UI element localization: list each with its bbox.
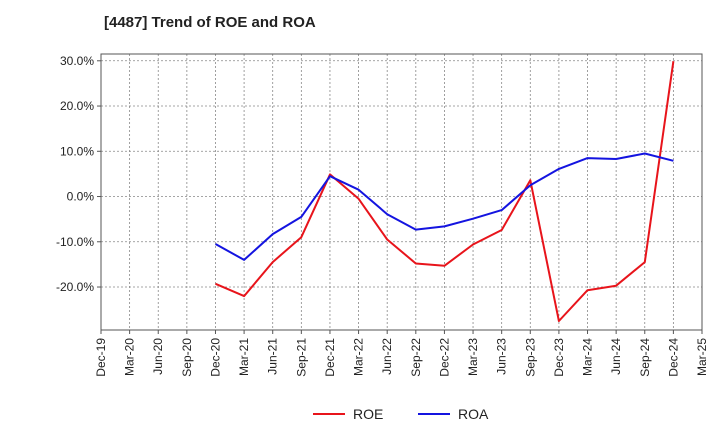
roa-legend-label: ROA [458,406,489,422]
x-tick-label: Mar-20 [123,338,137,376]
x-tick-label: Dec-23 [552,338,566,377]
x-tick-label: Jun-24 [609,338,623,375]
grid-layer [101,54,702,330]
y-tick-label: 30.0% [60,54,94,68]
x-tick-label: Dec-21 [323,338,337,377]
y-tick-label: -20.0% [56,280,94,294]
y-tick-label: 0.0% [67,190,95,204]
y-axis-ticks: 30.0% 20.0% 10.0% 0.0% -10.0% -20.0% [56,54,101,294]
roe-legend-label: ROE [353,406,383,422]
x-tick-label: Mar-25 [695,338,709,376]
x-tick-label: Sep-21 [294,338,308,377]
x-tick-label: Dec-22 [437,338,451,377]
legend: ROE ROA [313,406,489,422]
y-tick-label: 20.0% [60,99,94,113]
y-tick-label: 10.0% [60,144,94,158]
roa-series-line [215,152,674,261]
x-tick-label: Sep-20 [180,338,194,377]
roe-series-line [215,61,675,322]
x-tick-label: Jun-23 [495,338,509,375]
y-tick-label: -10.0% [56,235,94,249]
x-axis-ticks: Dec-19 Mar-20 Jun-20 Sep-20 Dec-20 Mar-21 Jun-… [94,330,709,377]
plot-frame [100,53,703,331]
x-tick-label: Sep-22 [409,338,423,377]
x-tick-label: Jun-20 [151,338,165,375]
chart-title: [4487] Trend of ROE and ROA [104,14,316,31]
x-tick-label: Jun-22 [380,338,394,375]
x-tick-label: Sep-24 [638,338,652,377]
x-tick-label: Mar-24 [581,338,595,376]
series-layer [215,61,675,322]
x-tick-label: Dec-20 [208,338,222,377]
x-tick-label: Dec-24 [666,338,680,377]
x-tick-label: Mar-21 [237,338,251,376]
x-tick-label: Dec-19 [94,338,108,377]
x-tick-label: Mar-22 [352,338,366,376]
x-tick-label: Mar-23 [466,338,480,376]
x-tick-label: Sep-23 [523,338,537,377]
x-tick-label: Jun-21 [266,338,280,375]
